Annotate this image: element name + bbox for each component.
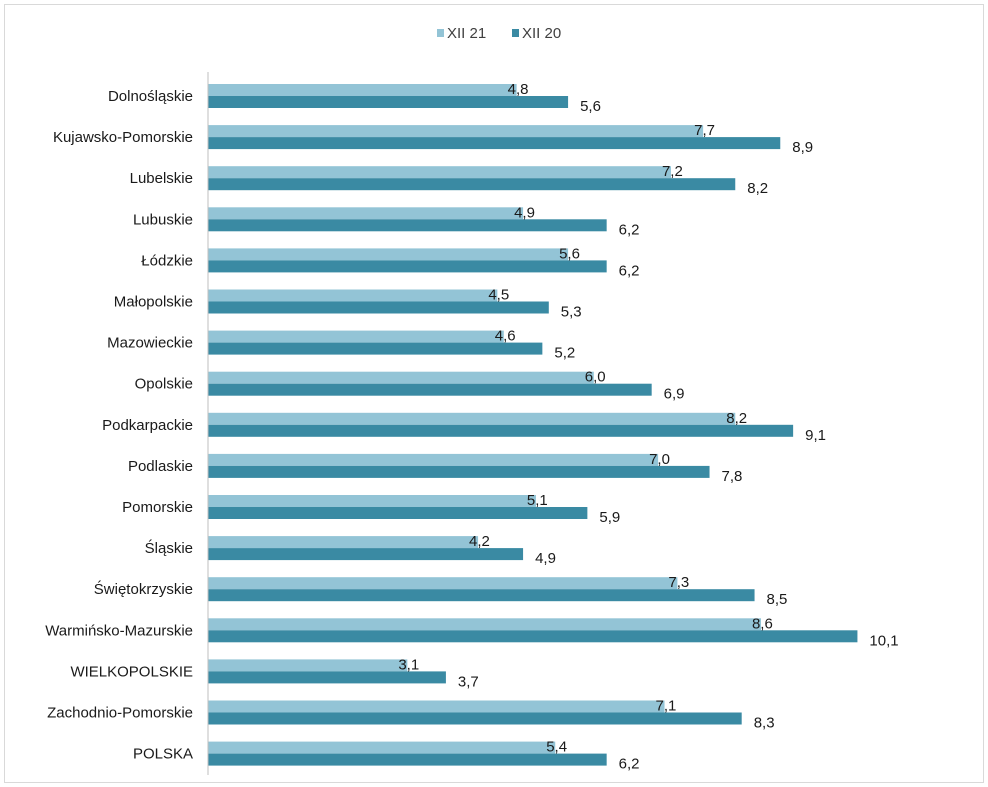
category-label: Łódzkie xyxy=(141,252,193,269)
value-label-xii-20: 8,9 xyxy=(792,139,813,156)
bar-xii-21 xyxy=(208,289,498,302)
value-label-xii-21: 8,6 xyxy=(752,615,773,632)
value-label-xii-20: 5,6 xyxy=(580,98,601,115)
category-label: Zachodnio-Pomorskie xyxy=(47,705,193,722)
bar-xii-21 xyxy=(208,659,408,672)
bar-xii-21 xyxy=(208,125,704,138)
category-label: Lubuskie xyxy=(133,211,193,228)
category-label: Świętokrzyskie xyxy=(94,580,193,598)
value-label-xii-21: 7,3 xyxy=(668,574,689,591)
bar-xii-20 xyxy=(208,383,652,396)
value-label-xii-21: 7,7 xyxy=(694,122,715,139)
value-label-xii-21: 4,2 xyxy=(469,533,490,550)
value-labels: 4,8 5,6 7,7 8,9 7,2 8,2 4,9 6,2 5,6 6,2 4,5 5,3 4,6 5… xyxy=(398,81,898,773)
bar-xii-20 xyxy=(208,630,858,643)
bar-xii-21 xyxy=(208,84,517,96)
category-label: Opolskie xyxy=(135,376,193,393)
value-label-xii-21: 4,5 xyxy=(488,287,509,304)
value-label-xii-20: 5,2 xyxy=(554,345,575,362)
bar-xii-21 xyxy=(208,248,569,261)
bars xyxy=(208,84,858,766)
bar-xii-20 xyxy=(208,589,755,602)
value-label-xii-21: 5,4 xyxy=(546,739,567,756)
value-label-xii-20: 7,8 xyxy=(722,468,743,485)
value-label-xii-20: 5,9 xyxy=(599,509,620,526)
category-label: Warmińsko-Mazurskie xyxy=(45,622,193,639)
value-label-xii-20: 6,2 xyxy=(619,221,640,238)
bar-xii-20 xyxy=(208,96,569,108)
value-label-xii-20: 6,9 xyxy=(664,386,685,403)
bar-xii-21 xyxy=(208,371,594,384)
value-label-xii-21: 5,1 xyxy=(527,492,548,509)
bar-xii-21 xyxy=(208,412,736,425)
value-label-xii-20: 8,2 xyxy=(747,180,768,197)
bar-xii-20 xyxy=(208,260,607,273)
category-labels: Dolnośląskie Kujawsko-Pomorskie Lubelskie L… xyxy=(45,88,193,763)
bar-xii-20 xyxy=(208,671,446,684)
category-label: POLSKA xyxy=(133,746,193,763)
value-label-xii-21: 6,0 xyxy=(585,369,606,386)
bar-xii-21 xyxy=(208,330,504,343)
value-label-xii-20: 8,3 xyxy=(754,715,775,732)
category-label: Podlaskie xyxy=(128,458,193,475)
bar-xii-20 xyxy=(208,712,742,725)
bar-xii-20 xyxy=(208,424,794,437)
legend-swatch-xii-20 xyxy=(512,29,519,37)
chart-border xyxy=(4,4,984,783)
bar-xii-21 xyxy=(208,536,479,549)
bar-xii-20 xyxy=(208,548,524,561)
bar-xii-20 xyxy=(208,753,607,766)
legend-swatch-xii-21 xyxy=(437,29,444,37)
category-label: Mazowieckie xyxy=(107,335,193,352)
bar-xii-20 xyxy=(208,342,543,355)
value-label-xii-20: 6,2 xyxy=(619,262,640,279)
bar-xii-21 xyxy=(208,618,761,631)
category-label: Dolnośląskie xyxy=(108,88,193,105)
category-label: Śląskie xyxy=(145,539,193,557)
value-label-xii-21: 5,6 xyxy=(559,245,580,262)
bar-xii-21 xyxy=(208,453,659,466)
category-label: Pomorskie xyxy=(122,499,193,516)
bar-xii-21 xyxy=(208,700,665,713)
value-label-xii-20: 5,3 xyxy=(561,304,582,321)
bar-xii-20 xyxy=(208,465,710,478)
bar-xii-20 xyxy=(208,137,781,150)
legend-label-xii-21: XII 21 xyxy=(447,25,486,42)
value-label-xii-21: 3,1 xyxy=(398,656,419,673)
bar-xii-21 xyxy=(208,741,556,754)
value-label-xii-20: 6,2 xyxy=(619,756,640,773)
bar-xii-21 xyxy=(208,495,536,507)
category-label: Kujawsko-Pomorskie xyxy=(53,129,193,146)
legend-label-xii-20: XII 20 xyxy=(522,25,561,42)
value-label-xii-20: 9,1 xyxy=(805,427,826,444)
bar-xii-21 xyxy=(208,166,671,179)
value-label-xii-21: 4,8 xyxy=(508,81,529,98)
value-label-xii-20: 10,1 xyxy=(869,632,898,649)
value-label-xii-21: 7,1 xyxy=(656,698,677,715)
category-label: WIELKOPOLSKIE xyxy=(70,663,193,680)
value-label-xii-21: 8,2 xyxy=(726,410,747,427)
bar-xii-20 xyxy=(208,507,588,519)
category-label: Podkarpackie xyxy=(102,417,193,434)
value-label-xii-21: 7,2 xyxy=(662,163,683,180)
legend: XII 21 XII 20 xyxy=(437,25,561,42)
bar-xii-20 xyxy=(208,178,736,191)
value-label-xii-21: 7,0 xyxy=(649,451,670,468)
bar-xii-20 xyxy=(208,301,549,314)
value-label-xii-20: 8,5 xyxy=(767,591,788,608)
bar-xii-20 xyxy=(208,219,607,232)
value-label-xii-20: 3,7 xyxy=(458,673,479,690)
category-label: Małopolskie xyxy=(114,294,193,311)
bar-xii-21 xyxy=(208,207,524,220)
value-label-xii-20: 4,9 xyxy=(535,550,556,567)
value-label-xii-21: 4,9 xyxy=(514,204,535,221)
bar-xii-21 xyxy=(208,577,678,590)
value-label-xii-21: 4,6 xyxy=(495,328,516,345)
category-label: Lubelskie xyxy=(130,170,193,187)
